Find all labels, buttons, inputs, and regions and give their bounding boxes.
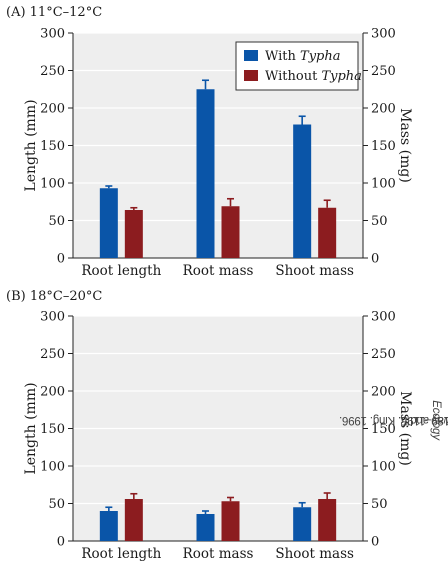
bar: [293, 124, 312, 258]
left-tick-label: 150: [40, 139, 65, 154]
left-tick-label: 300: [40, 310, 65, 325]
y-axis-title-right: Mass (mg): [397, 108, 413, 183]
left-tick-label: 50: [48, 214, 65, 229]
right-tick-label: 200: [371, 385, 396, 400]
legend-label: With Typha: [265, 49, 341, 64]
category-label: Shoot mass: [275, 263, 354, 279]
bar: [124, 210, 143, 258]
right-tick-label: 150: [371, 139, 396, 154]
right-tick-label: 50: [371, 214, 388, 229]
bar: [221, 206, 240, 258]
right-tick-label: 150: [371, 422, 396, 437]
category-label: Root length: [81, 546, 161, 562]
left-tick-label: 150: [40, 422, 65, 437]
left-tick-label: 200: [40, 385, 65, 400]
left-tick-label: 100: [40, 460, 65, 475]
left-tick-label: 250: [40, 64, 65, 79]
y-axis-title-left: Length (mm): [23, 382, 39, 474]
left-tick-label: 250: [40, 347, 65, 362]
legend-label: Without Typha: [265, 69, 362, 84]
y-axis-title-right: Mass (mg): [397, 391, 413, 466]
bar: [221, 501, 240, 541]
category-label: Shoot mass: [275, 546, 354, 562]
bar: [99, 188, 118, 258]
right-tick-label: 300: [371, 27, 396, 42]
bar: [293, 507, 312, 541]
left-tick-label: 300: [40, 27, 65, 42]
bar: [124, 499, 143, 541]
left-tick-label: 200: [40, 102, 65, 117]
bar: [196, 514, 215, 541]
right-tick-label: 0: [371, 252, 379, 267]
left-tick-label: 100: [40, 177, 65, 192]
left-tick-label: 0: [57, 535, 65, 550]
right-tick-label: 100: [371, 177, 396, 192]
bar: [99, 511, 118, 541]
panel-b: (B) 18°C–20°C 0 0 50 50 100 100 150 150 200 200 25…: [0, 285, 420, 565]
right-tick-label: 100: [371, 460, 396, 475]
bar: [318, 207, 337, 258]
y-axis-title-left: Length (mm): [23, 99, 39, 191]
chart-a: 0 0 50 50 100 100 150 150 200 200 250 250 300 300 Leng…: [23, 27, 413, 280]
bar: [196, 89, 215, 258]
right-tick-label: 50: [371, 497, 388, 512]
category-label: Root length: [81, 263, 161, 279]
left-tick-label: 50: [48, 497, 65, 512]
legend-swatch: [244, 70, 258, 81]
credit-suffix: 77: 1189–1195.: [398, 413, 448, 426]
legend-swatch: [244, 50, 258, 61]
category-label: Root mass: [183, 546, 254, 562]
right-tick-label: 300: [371, 310, 396, 325]
panel-b-label: (B) 18°C–20°C: [6, 289, 103, 304]
right-tick-label: 250: [371, 64, 396, 79]
right-tick-label: 200: [371, 102, 396, 117]
category-label: Root mass: [183, 263, 254, 279]
left-tick-label: 0: [57, 252, 65, 267]
right-tick-label: 0: [371, 535, 379, 550]
panel-a: (A) 11°C–12°C 0 0 50 50 100 100 150 150 200 200 25…: [0, 0, 420, 280]
right-tick-label: 250: [371, 347, 396, 362]
source-credit: After R. M. Callaway and L. King. 1996. …: [339, 270, 448, 570]
bar: [318, 499, 337, 541]
chart-b: 0 0 50 50 100 100 150 150 200 200 250 250 300 300 Leng…: [23, 310, 413, 563]
panel-a-label: (A) 11°C–12°C: [6, 5, 103, 20]
